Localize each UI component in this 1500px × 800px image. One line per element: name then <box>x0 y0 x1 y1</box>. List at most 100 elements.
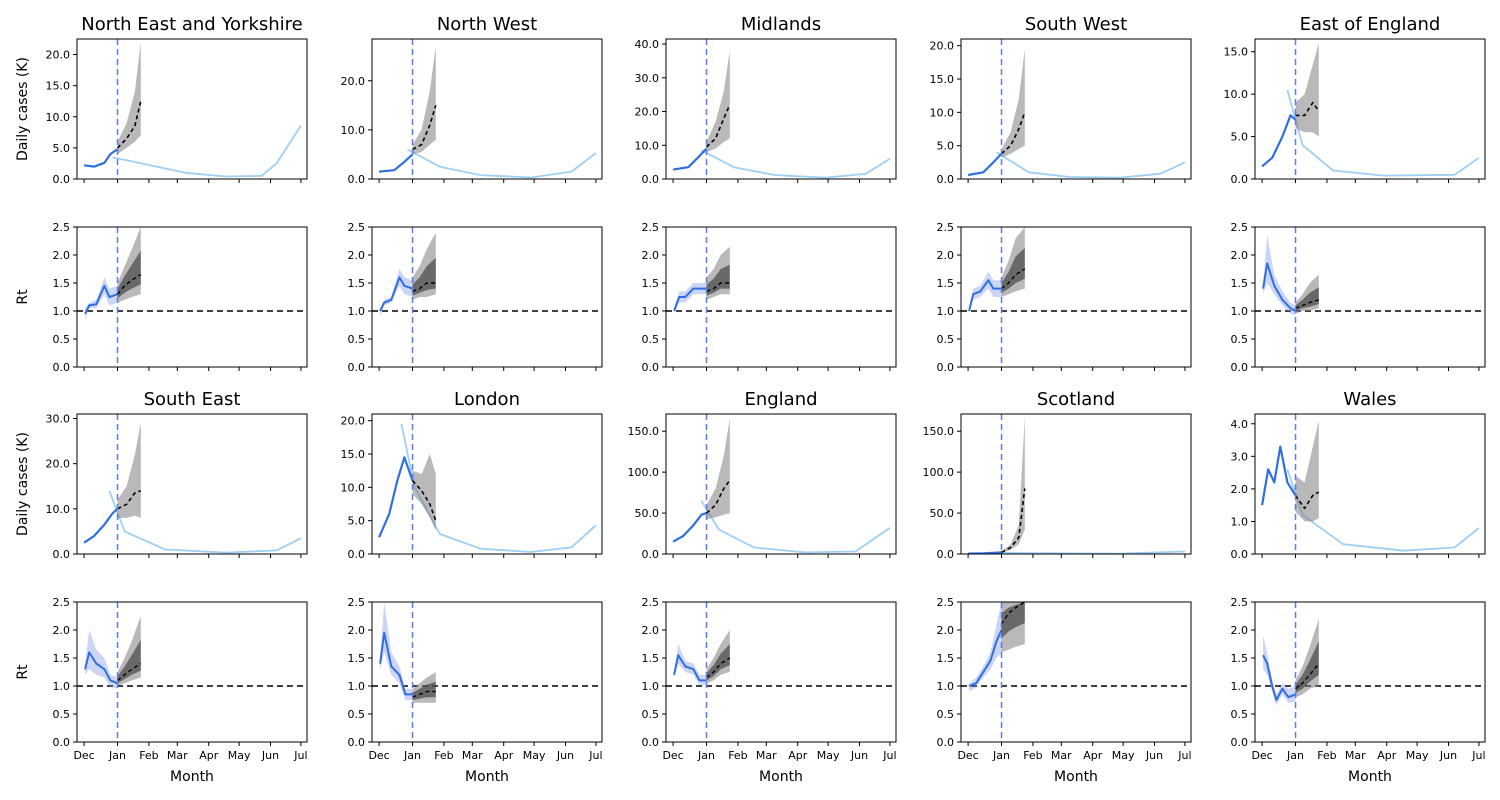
x-axis-label: Month <box>170 769 214 785</box>
x-tick-label: Jul <box>1471 749 1485 762</box>
x-tick-label: Jan <box>403 749 421 762</box>
plot-area <box>1255 235 1485 316</box>
y-tick-label: 0.0 <box>937 548 955 561</box>
y-tick-label: 10.0 <box>635 139 660 152</box>
panel: 0.0 0.5 1.0 1.5 2.0 2.5 Dec Jan Feb Mar Apr May Jun J… <box>937 596 1192 785</box>
axes-frame <box>76 38 308 180</box>
axes-frame <box>371 226 603 368</box>
y-tick-label: 20.0 <box>46 458 71 471</box>
rt-projection-median-line <box>706 282 730 293</box>
y-tick-label: 150.0 <box>923 425 955 438</box>
rt-observed-median-line <box>1262 262 1296 312</box>
axes-frame <box>665 601 897 743</box>
plot-area <box>77 616 307 689</box>
x-tick-label: Jul <box>588 749 602 762</box>
panel-title: Scotland <box>1037 389 1115 410</box>
x-tick-label: Feb <box>1317 749 1336 762</box>
projection-band <box>1001 416 1025 553</box>
axes-frame <box>371 601 603 743</box>
rt-observed-median-line <box>673 654 707 682</box>
panel: 0.0 0.5 1.0 1.5 2.0 2.5 Dec Jan Feb Mar Apr May Jun J… <box>1231 596 1486 785</box>
y-tick-label: 0.0 <box>937 361 955 374</box>
baseline-series-line <box>701 149 891 179</box>
y-tick-label: 1.5 <box>937 277 955 290</box>
x-tick-label: Jul <box>1177 749 1191 762</box>
y-tick-label: 1.0 <box>642 305 660 318</box>
plot-area <box>672 418 891 554</box>
axes-frame <box>665 38 897 180</box>
y-axis-label: Rt <box>15 289 31 305</box>
y-tick-label: 1.5 <box>348 652 366 665</box>
y-tick-label: 0.0 <box>53 361 71 374</box>
y-tick-label: 30.0 <box>635 72 660 85</box>
observed-series-line <box>672 147 708 171</box>
y-tick-label: 2.0 <box>1231 249 1249 262</box>
axes-frame <box>665 413 897 555</box>
projection-median-line <box>1001 488 1026 554</box>
x-tick-label: Dec <box>1251 749 1272 762</box>
axes-frame <box>1254 601 1486 743</box>
x-tick-label: Apr <box>494 749 514 762</box>
x-tick-label: Jun <box>850 749 868 762</box>
y-tick-label: 0.0 <box>642 548 660 561</box>
axes-frame <box>371 413 603 555</box>
panel-title: South East <box>144 389 241 410</box>
y-tick-label: 0.0 <box>1231 548 1249 561</box>
y-tick-label: 2.0 <box>937 249 955 262</box>
y-tick-label: 10.0 <box>46 503 71 516</box>
y-tick-label: 0.5 <box>1231 333 1249 346</box>
panel: 0.0 0.5 1.0 1.5 2.0 2.5 <box>1231 221 1486 374</box>
y-tick-label: 20.0 <box>341 75 366 88</box>
y-tick-label: 2.5 <box>1231 221 1249 234</box>
panel: 0.0 0.5 1.0 1.5 2.0 2.5 <box>937 221 1192 374</box>
projection-band <box>412 454 436 531</box>
rt-observed-band <box>674 283 707 314</box>
y-tick-label: 2.5 <box>348 221 366 234</box>
y-tick-label: 1.5 <box>1231 652 1249 665</box>
y-tick-label: 0.5 <box>53 708 71 721</box>
x-axis-label: Month <box>1348 769 1392 785</box>
y-tick-label: 10.0 <box>341 481 366 494</box>
rt-projection-median-line <box>1000 602 1026 625</box>
x-tick-label: Mar <box>756 749 777 762</box>
panel: 0.0 10.0 20.0 30.0 South East Daily cases (K) <box>15 389 308 561</box>
observed-series-line <box>378 456 414 538</box>
axes-frame <box>960 413 1192 555</box>
rt-projection-inner-band <box>412 257 436 296</box>
y-tick-label: 15.0 <box>930 73 955 86</box>
y-tick-label: 40.0 <box>635 38 660 51</box>
panel-title: North East and Yorkshire <box>81 14 303 35</box>
y-tick-label: 0.0 <box>53 736 71 749</box>
rt-projection-inner-band <box>1295 641 1319 693</box>
y-tick-label: 5.0 <box>348 515 366 528</box>
x-tick-label: Jan <box>108 749 126 762</box>
y-tick-label: 30.0 <box>46 413 71 426</box>
projection-median-line <box>1294 491 1320 510</box>
projection-median-line <box>411 480 437 521</box>
x-axis-label: Month <box>1054 769 1098 785</box>
x-tick-label: May <box>1406 749 1429 762</box>
panel-title: South West <box>1025 14 1127 35</box>
y-tick-label: 5.0 <box>937 140 955 153</box>
rt-projection-inner-band <box>1295 287 1319 311</box>
plot-area <box>83 423 302 554</box>
x-tick-label: Mar <box>1051 749 1072 762</box>
y-tick-label: 2.5 <box>642 221 660 234</box>
plot-area <box>83 42 302 178</box>
y-tick-label: 0.5 <box>937 333 955 346</box>
x-tick-label: May <box>523 749 546 762</box>
projection-median-line <box>1000 112 1026 155</box>
plot-area <box>77 227 307 320</box>
x-tick-label: Apr <box>788 749 808 762</box>
y-tick-label: 1.5 <box>348 277 366 290</box>
y-tick-label: 4.0 <box>1231 418 1249 431</box>
y-tick-label: 0.5 <box>1231 708 1249 721</box>
plot-area <box>666 630 896 687</box>
observed-series-line <box>968 551 1002 554</box>
x-tick-label: Dec <box>73 749 94 762</box>
x-tick-label: Mar <box>167 749 188 762</box>
y-tick-label: 0.0 <box>642 173 660 186</box>
x-tick-label: May <box>228 749 251 762</box>
y-tick-label: 5.0 <box>53 142 71 155</box>
